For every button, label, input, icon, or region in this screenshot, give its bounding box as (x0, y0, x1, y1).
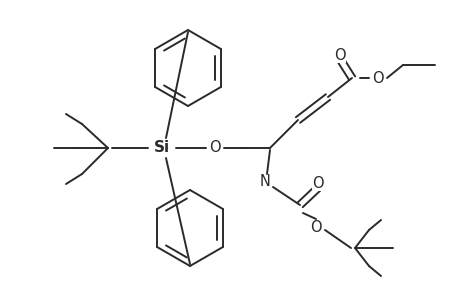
Text: Si: Si (154, 140, 170, 155)
Text: O: O (309, 220, 321, 236)
Text: O: O (312, 176, 323, 190)
Text: N: N (259, 175, 270, 190)
Text: O: O (371, 70, 383, 86)
Text: O: O (333, 47, 345, 62)
Text: O: O (209, 140, 220, 155)
